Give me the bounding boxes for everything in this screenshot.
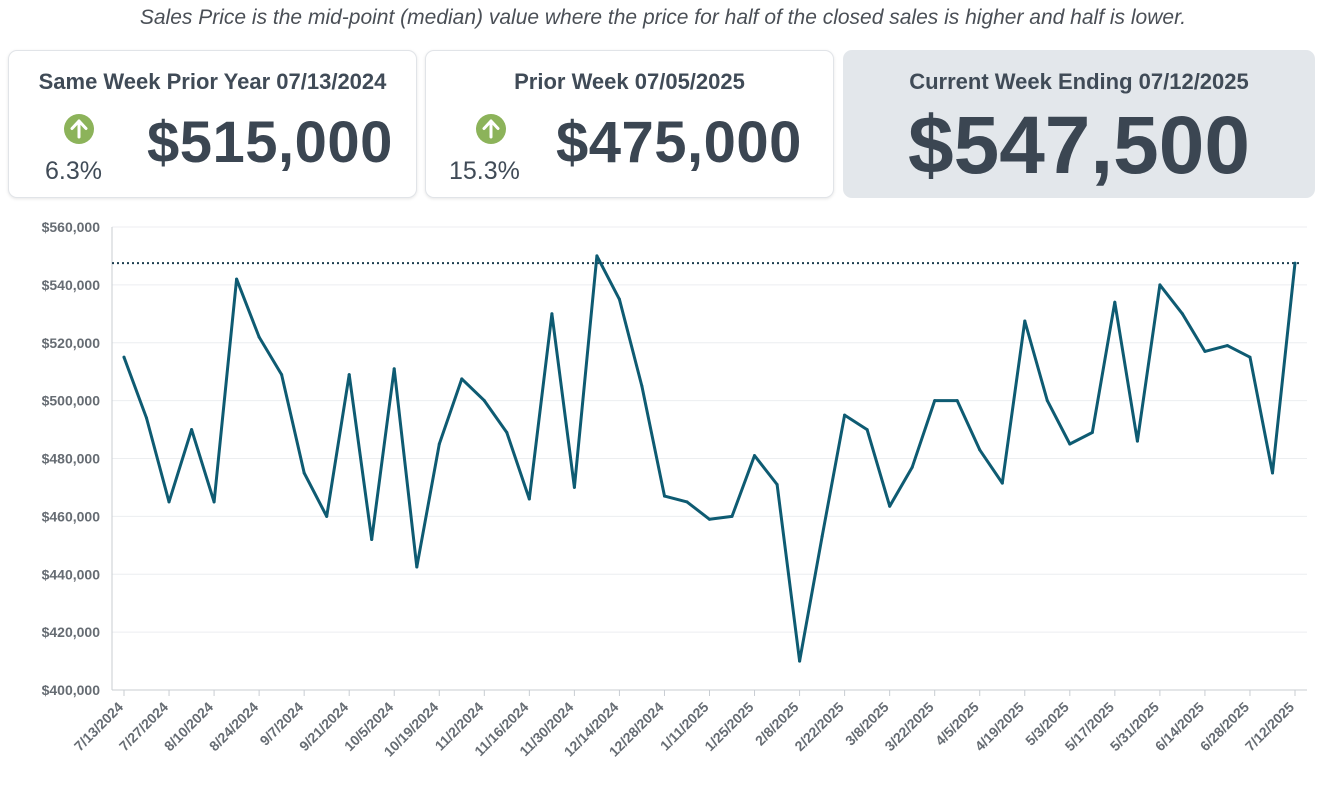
data-point (1203, 349, 1207, 353)
data-point (235, 277, 239, 281)
y-tick-label: $560,000 (42, 219, 101, 235)
data-point (370, 538, 374, 541)
data-point (730, 514, 734, 518)
data-point (798, 659, 802, 663)
data-point (122, 355, 126, 359)
data-point (1135, 439, 1139, 443)
y-tick-label: $440,000 (42, 566, 101, 582)
data-point (685, 500, 689, 504)
data-point (753, 454, 756, 458)
data-point (1180, 312, 1184, 316)
data-point (1068, 442, 1072, 446)
data-point (302, 471, 306, 475)
y-tick-label: $460,000 (42, 508, 101, 524)
current-week-title: Current Week Ending 07/12/2025 (909, 69, 1249, 94)
series-layer (122, 254, 1297, 663)
data-point (1090, 431, 1094, 434)
x-tick-label: 7/12/2025 (1242, 699, 1298, 755)
data-point (1293, 261, 1297, 265)
data-point (617, 297, 621, 301)
data-point (167, 500, 171, 504)
data-point (1000, 481, 1004, 485)
y-tick-label: $500,000 (42, 393, 101, 409)
data-point (1113, 300, 1117, 304)
chart-note: Sales Price is the mid-point (median) va… (139, 6, 1187, 29)
data-point (257, 335, 261, 339)
data-point (955, 399, 959, 403)
data-point (550, 312, 554, 316)
data-point (415, 565, 419, 569)
data-point (820, 535, 824, 539)
x-tick-label: 1/25/2025 (701, 699, 757, 755)
data-point (505, 431, 509, 434)
data-point (392, 367, 396, 371)
prior-week-value: $475,000 (556, 110, 802, 175)
grid-lines (112, 226, 1307, 691)
data-point (572, 485, 576, 489)
data-point (280, 373, 284, 377)
prior-year-title: Same Week Prior Year 07/13/2024 (38, 69, 387, 94)
data-point (460, 377, 464, 381)
data-point (1023, 319, 1027, 323)
x-tick-label: 4/19/2025 (972, 699, 1028, 755)
sales-price-line-chart: $400,000 $420,000 $440,000 $460,000 $480,000… (42, 219, 1307, 760)
y-tick-label: $540,000 (42, 277, 101, 293)
data-point (865, 428, 869, 432)
data-point (1045, 399, 1049, 403)
prior-week-change: 15.3% (449, 157, 520, 185)
x-tick-label: 3/22/2025 (881, 699, 937, 755)
data-point (190, 428, 194, 432)
data-point (437, 442, 441, 446)
current-week-card: Current Week Ending 07/12/2025 $547,500 (843, 50, 1315, 198)
data-point (663, 494, 666, 498)
y-tick-label: $520,000 (42, 335, 101, 351)
prior-week-card: Prior Week 07/05/2025 15.3% $475,000 (425, 50, 834, 198)
prior-week-title: Prior Week 07/05/2025 (514, 69, 745, 94)
data-point (1271, 471, 1274, 475)
y-tick-label: $420,000 (42, 624, 101, 640)
prior-year-change: 6.3% (45, 157, 102, 185)
data-point (708, 517, 711, 521)
data-point (1225, 344, 1229, 348)
up-arrow-icon (476, 114, 506, 144)
data-point (527, 497, 531, 501)
data-point (1158, 283, 1162, 287)
data-point (640, 384, 644, 388)
data-point (325, 514, 329, 518)
data-point (910, 465, 914, 469)
y-tick-label: $400,000 (42, 682, 101, 698)
x-tick-label: 2/22/2025 (791, 699, 847, 755)
x-axis: 7/13/20247/27/20248/10/20248/24/20249/7/… (71, 690, 1298, 760)
data-point (843, 413, 847, 417)
data-point (933, 399, 937, 403)
x-tick-label: 8/24/2024 (206, 699, 262, 755)
current-week-value: $547,500 (907, 100, 1250, 191)
y-axis: $400,000 $420,000 $440,000 $460,000 $480,000… (42, 219, 113, 698)
data-point (1248, 355, 1252, 359)
data-point (888, 504, 892, 508)
prior-year-value: $515,000 (147, 110, 393, 175)
prior-year-card: Same Week Prior Year 07/13/2024 6.3% $51… (8, 50, 417, 198)
data-point (978, 448, 982, 452)
up-arrow-icon (64, 114, 94, 144)
y-tick-label: $480,000 (42, 451, 101, 467)
data-point (347, 373, 351, 377)
data-point (212, 500, 216, 504)
data-point (145, 416, 148, 420)
data-point (775, 483, 779, 486)
data-point (595, 254, 599, 258)
data-point (482, 399, 486, 403)
